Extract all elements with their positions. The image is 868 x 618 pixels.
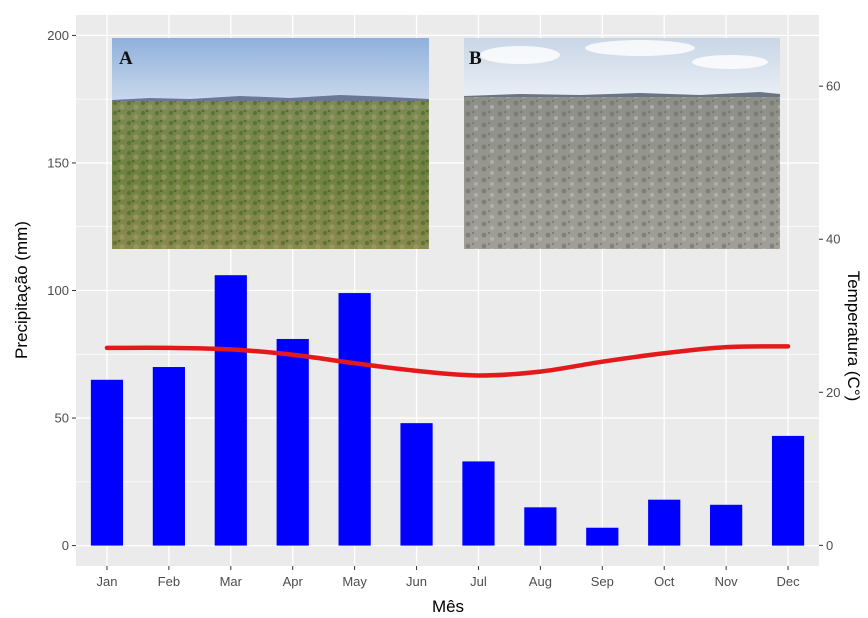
x-tick-label: Aug — [529, 574, 552, 589]
x-tick-label: Oct — [654, 574, 675, 589]
bar-jun — [400, 423, 433, 546]
photo-a: A — [112, 38, 429, 249]
x-tick-label: Jul — [470, 574, 487, 589]
bar-may — [338, 293, 371, 546]
bar-jan — [90, 379, 124, 546]
y-axis-title: Precipitação (mm) — [12, 221, 31, 359]
photo-b-label: B — [469, 48, 482, 69]
x-tick-label: Apr — [283, 574, 304, 589]
precipitation-bars — [90, 275, 805, 546]
bar-oct — [648, 499, 681, 546]
y-tick-label: 0 — [62, 538, 69, 553]
x-axis: Jan Feb Mar Apr May Jun Jul Aug Sep Oct Nov Dec — [96, 566, 800, 589]
x-tick-label: Feb — [158, 574, 180, 589]
x-tick-label: Sep — [591, 574, 614, 589]
y-tick-label: 50 — [55, 411, 69, 426]
photo-b: B — [464, 38, 780, 249]
x-tick-label: Mar — [220, 574, 243, 589]
x-tick-label: Nov — [715, 574, 739, 589]
bar-feb — [152, 367, 185, 546]
bar-jul — [462, 461, 495, 546]
bar-apr — [276, 338, 309, 546]
x-axis-title: Mês — [432, 597, 464, 616]
y2-axis-title: Temperatura (C°) — [844, 271, 863, 402]
bar-mar — [214, 275, 247, 546]
y-axis-left: 0 50 100 150 200 — [47, 28, 76, 553]
y-tick-label: 200 — [47, 28, 69, 43]
photo-a-label: A — [119, 48, 133, 69]
x-tick-label: Jan — [96, 574, 117, 589]
y2-tick-label: 40 — [826, 232, 840, 247]
y-axis-right: 0 20 40 60 — [819, 79, 840, 553]
temperature-series-line — [104, 344, 791, 378]
bar-dec — [771, 435, 805, 546]
temperature-line — [104, 344, 791, 378]
bar-nov — [710, 504, 743, 546]
y2-tick-label: 60 — [826, 79, 840, 94]
x-tick-label: Jun — [406, 574, 427, 589]
y-tick-label: 150 — [47, 155, 69, 170]
y2-tick-label: 20 — [826, 385, 840, 400]
bar-aug — [524, 507, 557, 546]
y2-tick-label: 0 — [826, 538, 833, 553]
x-tick-label: Dec — [776, 574, 800, 589]
y-tick-label: 100 — [47, 283, 69, 298]
x-tick-label: May — [342, 574, 367, 589]
bar-sep — [586, 527, 619, 546]
